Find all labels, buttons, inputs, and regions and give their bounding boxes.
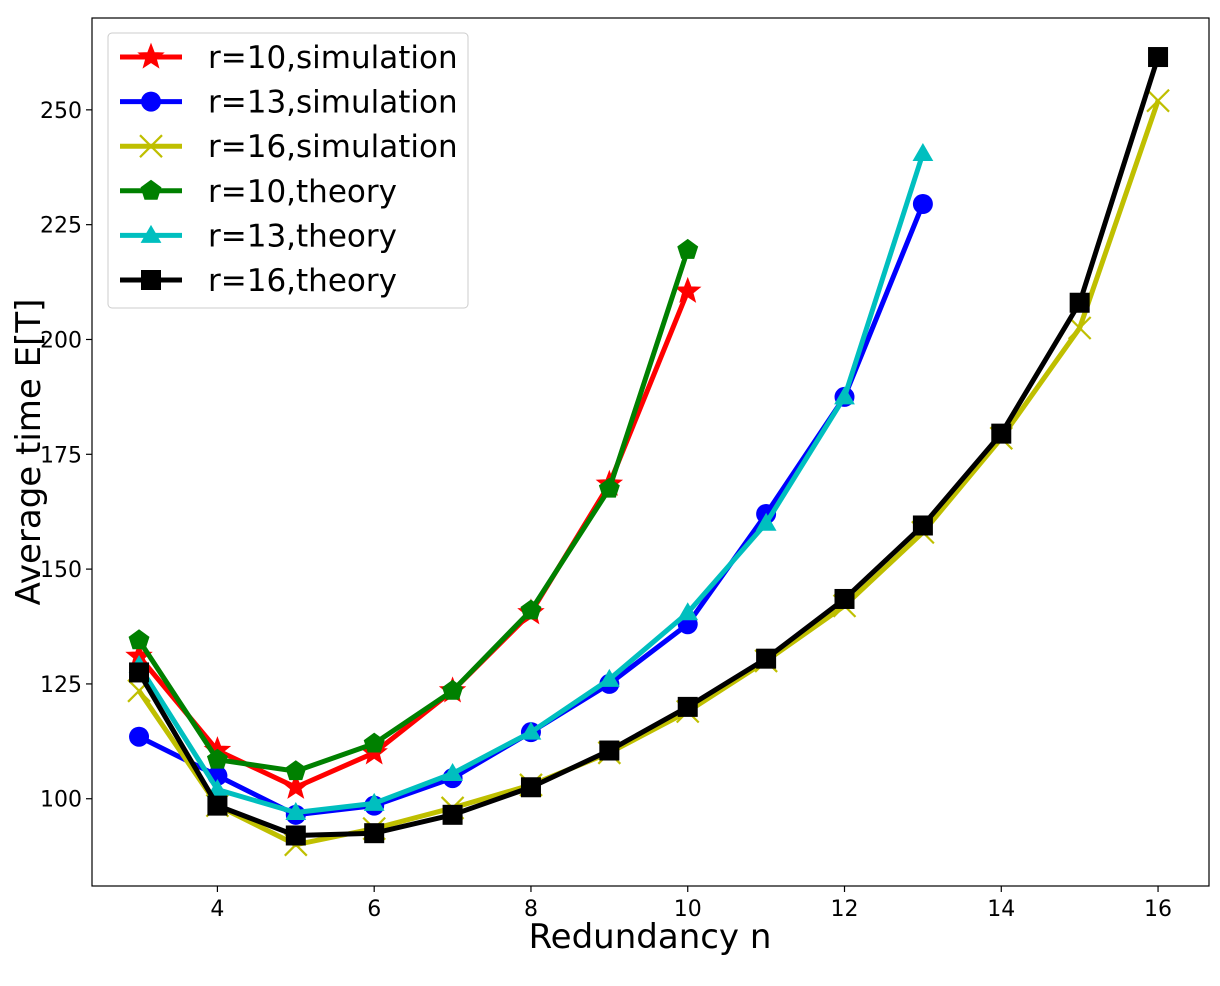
data-point xyxy=(285,802,307,821)
data-point xyxy=(1067,316,1092,340)
x-axis-label: Redundancy n xyxy=(529,917,772,957)
data-point xyxy=(520,599,542,620)
legend-marker xyxy=(141,91,161,112)
series-4 xyxy=(128,238,699,781)
legend-label: r=10,simulation xyxy=(208,40,458,76)
data-point xyxy=(206,748,228,769)
series-line xyxy=(136,56,1161,838)
data-point xyxy=(129,726,150,747)
series-line xyxy=(136,99,1161,848)
legend-entry: r=13,simulation xyxy=(120,85,458,121)
y-tick-label: 250 xyxy=(40,99,82,124)
data-point xyxy=(912,515,933,536)
legend-label: r=13,theory xyxy=(208,218,397,254)
series-5 xyxy=(128,142,934,821)
legend-entry: r=13,theory xyxy=(120,218,397,254)
series-line xyxy=(136,249,691,774)
x-axis: 4 6 8 10 12 14 16 xyxy=(210,886,1172,922)
legend-box xyxy=(107,32,469,309)
data-point xyxy=(282,772,310,799)
y-axis-label: Average time E[T] xyxy=(9,299,49,606)
series-6 xyxy=(129,47,1169,846)
y-tick-label: 150 xyxy=(40,558,82,583)
data-point xyxy=(285,825,306,846)
y-axis: 100 125 150 175 200 225 250 xyxy=(40,99,92,813)
data-point xyxy=(755,512,777,531)
legend-entry: r=16,theory xyxy=(120,263,397,299)
data-point xyxy=(364,823,385,844)
x-tick-label: 14 xyxy=(987,897,1015,922)
plot-frame xyxy=(91,17,1210,887)
y-tick-label: 100 xyxy=(40,788,82,813)
x-tick-label: 16 xyxy=(1144,897,1172,922)
y-tick-label: 200 xyxy=(40,328,82,353)
x-tick-label: 4 xyxy=(210,897,224,922)
legend: r=10,simulation r=13,simulation r=16,simul… xyxy=(107,32,469,309)
legend-entry: r=16,simulation xyxy=(120,129,458,165)
data-point xyxy=(677,696,698,717)
data-point xyxy=(756,648,777,669)
data-point xyxy=(674,276,702,303)
data-point xyxy=(363,732,385,753)
y-tick-label: 175 xyxy=(40,443,82,468)
data-point xyxy=(128,629,150,650)
data-point xyxy=(285,760,307,781)
data-point xyxy=(1148,47,1169,68)
legend-label: r=13,simulation xyxy=(208,85,458,121)
data-point xyxy=(991,423,1012,444)
legend-marker xyxy=(140,179,162,200)
legend-label: r=16,theory xyxy=(208,263,397,299)
data-point xyxy=(834,588,855,609)
data-point xyxy=(677,238,699,259)
legend-entry: r=10,theory xyxy=(120,174,397,210)
data-point xyxy=(1069,292,1090,313)
data-point xyxy=(677,602,699,621)
y-tick-label: 125 xyxy=(40,673,82,698)
data-point xyxy=(912,194,933,214)
legend-label: r=10,theory xyxy=(208,174,397,210)
data-point xyxy=(207,795,228,816)
x-tick-label: 10 xyxy=(674,897,702,922)
x-tick-label: 6 xyxy=(367,897,381,922)
legend-marker xyxy=(139,134,163,158)
data-point xyxy=(442,762,463,781)
legend-marker xyxy=(140,224,162,243)
data-point xyxy=(442,804,463,825)
data-point xyxy=(129,662,150,683)
x-tick-label: 8 xyxy=(524,897,538,922)
y-tick-label: 225 xyxy=(40,214,82,239)
data-point xyxy=(599,740,620,761)
data-point xyxy=(442,679,464,700)
legend-entry: r=10,simulation xyxy=(120,40,458,76)
data-point xyxy=(1146,88,1170,113)
data-point xyxy=(912,142,934,161)
data-point xyxy=(363,792,385,811)
legend-marker xyxy=(141,270,161,290)
x-tick-label: 12 xyxy=(831,897,859,922)
data-point xyxy=(598,477,620,498)
data-point xyxy=(520,777,541,798)
data-point xyxy=(520,721,542,740)
legend-marker xyxy=(137,42,165,69)
legend-label: r=16,simulation xyxy=(208,129,458,165)
data-point xyxy=(834,386,855,405)
data-point xyxy=(598,668,620,687)
series-layer xyxy=(125,47,1170,857)
